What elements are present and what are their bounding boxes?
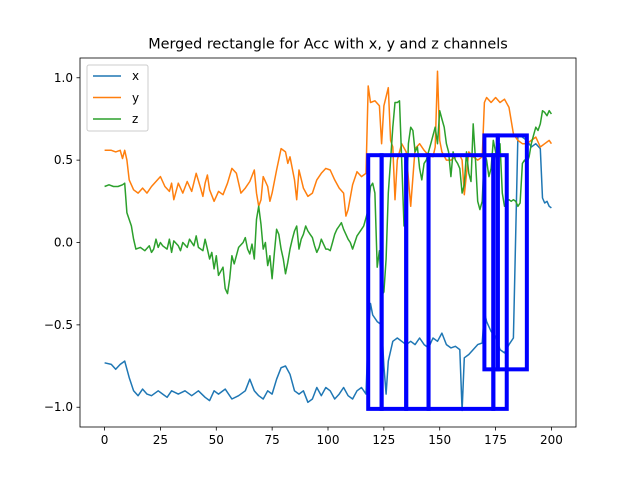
x-tick-label: 150 <box>428 433 451 447</box>
series-line-x <box>104 134 552 412</box>
x-tick-label: 0 <box>101 433 109 447</box>
x-tick-label: 125 <box>372 433 395 447</box>
series-line-y <box>104 70 553 217</box>
x-tick-label: 25 <box>153 433 168 447</box>
legend-label-y: y <box>132 91 139 105</box>
y-axis: −1.0 −0.5 0.0 0.5 1.0 <box>44 71 80 414</box>
y-tick-label: 1.0 <box>54 71 73 85</box>
x-tick-label: 175 <box>484 433 507 447</box>
x-tick-label: 100 <box>317 433 340 447</box>
legend-label-x: x <box>132 69 139 83</box>
legend-label-z: z <box>132 112 138 126</box>
y-tick-label: 0.5 <box>54 153 73 167</box>
merged-rectangle-7 <box>495 133 529 372</box>
x-axis: 0 25 50 75 100 125 150 175 200 <box>101 427 563 447</box>
x-tick-label: 75 <box>265 433 280 447</box>
x-tick-label: 200 <box>540 433 563 447</box>
y-tick-label: −0.5 <box>44 318 73 332</box>
plot-area: 0 25 50 75 100 125 150 175 200 −1.0 −0.5 0.0 0.5 1.0 <box>44 57 577 447</box>
y-tick-label: 0.0 <box>54 236 73 250</box>
x-tick-label: 50 <box>209 433 224 447</box>
y-tick-label: −1.0 <box>44 400 73 414</box>
legend: x y z <box>86 64 149 132</box>
merged-rectangle-5 <box>491 153 509 411</box>
chart-title: Merged rectangle for Acc with x, y and z… <box>148 37 508 53</box>
merged-rectangles <box>366 133 529 411</box>
